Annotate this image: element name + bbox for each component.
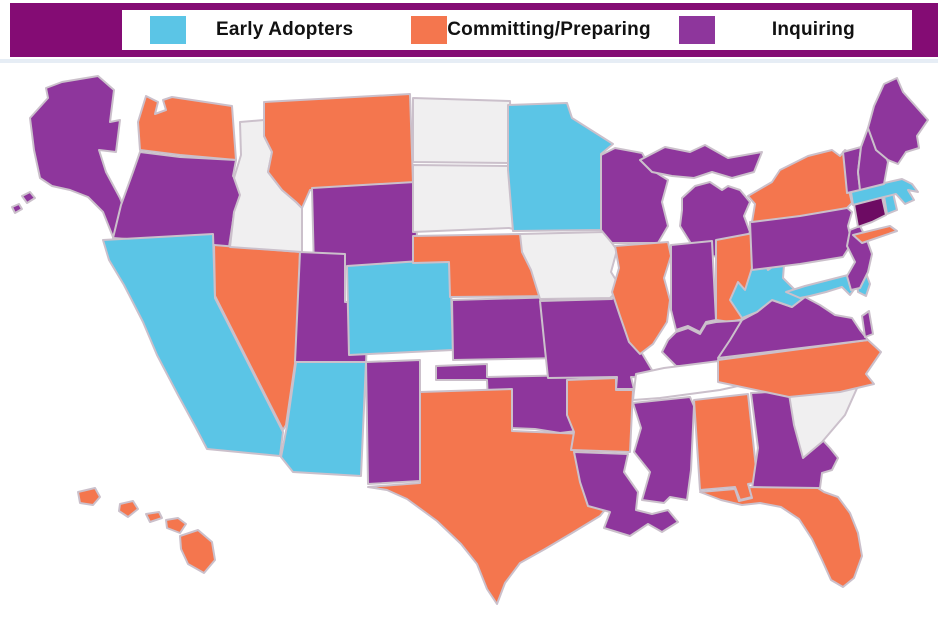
- state-alabama: [693, 393, 762, 501]
- state-colorado: [346, 258, 454, 356]
- state-alaska: [11, 75, 133, 255]
- early-adopters-swatch: [150, 16, 186, 44]
- legend-item-inquiring: Inquiring: [651, 10, 912, 50]
- us-choropleth-map: [11, 75, 929, 605]
- state-washington: [137, 95, 237, 161]
- state-south-dakota: [412, 164, 519, 233]
- inquiring-label: Inquiring: [771, 19, 855, 40]
- state-montana: [263, 93, 414, 209]
- legend-item-early-adopters: Early Adopters: [122, 10, 383, 50]
- state-massachusetts: [850, 178, 919, 206]
- state-maine: [867, 77, 929, 165]
- early-adopters-label: Early Adopters: [216, 19, 354, 40]
- state-hawaii: [77, 487, 216, 574]
- state-new-mexico: [365, 359, 421, 485]
- legend-banner: Early Adopters Committing/Preparing Inqu…: [10, 3, 938, 57]
- state-louisiana: [573, 451, 679, 537]
- state-oregon: [112, 151, 243, 248]
- legend: Early Adopters Committing/Preparing Inqu…: [122, 10, 912, 50]
- state-arkansas: [566, 377, 634, 453]
- state-arizona: [280, 361, 367, 477]
- us-map-container: [0, 63, 938, 620]
- state-florida: [699, 486, 863, 588]
- committing-preparing-label: Committing/Preparing: [447, 19, 651, 40]
- state-north-dakota: [412, 97, 513, 164]
- state-mississippi: [632, 396, 695, 504]
- state-minnesota: [507, 102, 614, 232]
- legend-item-committing-preparing: Committing/Preparing: [383, 10, 651, 50]
- state-indiana: [670, 240, 717, 333]
- committing-preparing-swatch: [411, 16, 448, 44]
- inquiring-swatch: [678, 16, 715, 44]
- state-north-carolina: [717, 339, 882, 398]
- map-top-strip: [0, 59, 938, 63]
